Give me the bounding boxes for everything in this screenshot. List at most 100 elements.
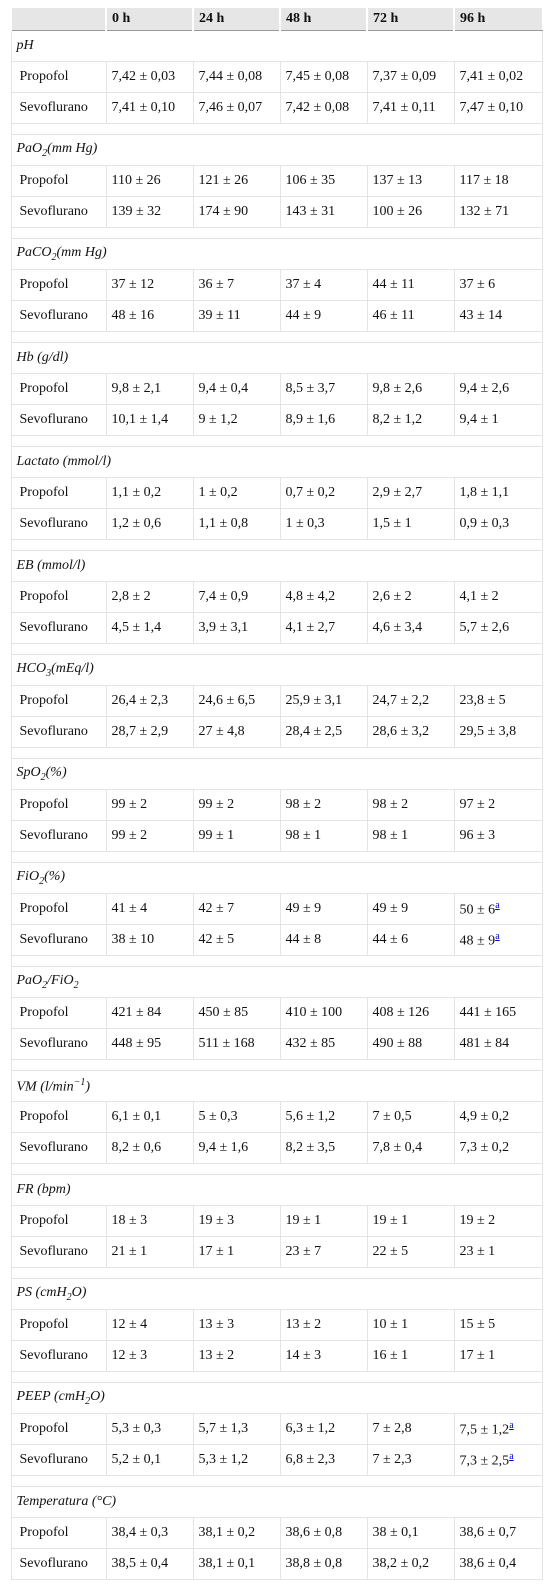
value-cell: 0,7 ± 0,2 (279, 477, 368, 509)
value-cell: 12 ± 4 (105, 1309, 194, 1341)
footnote-link[interactable]: a (509, 1450, 514, 1462)
row-label: Sevoflurano (10, 1028, 107, 1060)
row-label: Sevoflurano (10, 820, 107, 852)
value-cell: 5,3 ± 1,2 (192, 1444, 281, 1476)
value-cell: 28,7 ± 2,9 (105, 716, 194, 748)
value-cell: 450 ± 85 (192, 997, 281, 1029)
value-cell: 38,8 ± 0,8 (279, 1548, 368, 1580)
footnote-link[interactable]: a (495, 930, 500, 942)
section-label-row: PaO2/FiO2 (10, 966, 543, 998)
value-cell: 7 ± 0,5 (366, 1101, 455, 1133)
value-cell: 41 ± 4 (105, 893, 194, 925)
value-cell: 15 ± 5 (453, 1309, 543, 1341)
spacer-row (10, 1059, 543, 1071)
label-text: Lactato (mmol/l) (16, 454, 112, 469)
spacer-row (10, 747, 543, 759)
spacer-cell (10, 1475, 543, 1487)
data-row: Sevoflurano 21 ± 1 17 ± 1 23 ± 7 22 ± 5 23 ± … (10, 1236, 543, 1268)
value-cell: 26,4 ± 2,3 (105, 685, 194, 717)
label-subscript: 2 (51, 251, 57, 263)
value-cell: 38,5 ± 0,4 (105, 1548, 194, 1580)
footnote-link[interactable]: a (495, 899, 500, 911)
value-cell: 38,6 ± 0,4 (453, 1548, 543, 1580)
label-text: PEEP (cmH (16, 1389, 86, 1405)
spacer-cell (10, 1059, 543, 1071)
value-cell: 121 ± 26 (192, 165, 281, 197)
section-label-row: Hb (g/dl) (10, 342, 543, 374)
value-cell: 9,8 ± 2,6 (366, 373, 455, 405)
label-text: O) (71, 1285, 87, 1301)
spacer-cell (10, 331, 543, 343)
label-subscript: 2 (42, 147, 48, 159)
value-cell: 1,1 ± 0,8 (192, 508, 281, 540)
value-cell: 137 ± 13 (366, 165, 455, 197)
value-cell: 37 ± 12 (105, 269, 194, 301)
row-label: Propofol (10, 1309, 107, 1341)
label-superscript: −1 (73, 1076, 86, 1088)
value-cell: 110 ± 26 (105, 165, 194, 197)
label-subscript: 2 (42, 979, 48, 991)
data-row: Sevoflurano 38,5 ± 0,4 38,1 ± 0,1 38,8 ± 0,… (10, 1548, 543, 1580)
label-text: (mEq/l) (51, 661, 94, 677)
spacer-row (10, 643, 543, 655)
value-cell: 1 ± 0,3 (279, 508, 368, 540)
value-cell: 44 ± 11 (366, 269, 455, 301)
data-row: Propofol 38,4 ± 0,3 38,1 ± 0,2 38,6 ± 0,8 38… (10, 1517, 543, 1549)
value-cell: 27 ± 4,8 (192, 716, 281, 748)
value-text: 50 ± 6 (459, 902, 496, 918)
value-cell: 18 ± 3 (105, 1205, 194, 1237)
value-cell: 7,3 ± 2,5a (453, 1444, 543, 1476)
label-subscript: 2 (39, 875, 45, 887)
value-cell: 13 ± 2 (192, 1340, 281, 1372)
row-label: Propofol (10, 1101, 107, 1133)
value-cell: 106 ± 35 (279, 165, 368, 197)
row-label: Sevoflurano (10, 1132, 107, 1164)
section-label: FR (bpm) (10, 1174, 543, 1206)
value-cell: 4,6 ± 3,4 (366, 612, 455, 644)
value-cell: 1,1 ± 0,2 (105, 477, 194, 509)
row-label: Propofol (10, 581, 107, 613)
section-label-row: Lactato (mmol/l) (10, 446, 543, 478)
data-row: Propofol 110 ± 26 121 ± 26 106 ± 35 137 ± 13… (10, 165, 543, 197)
row-label: Sevoflurano (10, 508, 107, 540)
label-subscript: 2 (73, 979, 79, 991)
value-cell: 10 ± 1 (366, 1309, 455, 1341)
value-cell: 2,9 ± 2,7 (366, 477, 455, 509)
section-label-row: FiO2(%) (10, 862, 543, 894)
value-cell: 5,6 ± 1,2 (279, 1101, 368, 1133)
value-cell: 38,1 ± 0,1 (192, 1548, 281, 1580)
value-cell: 7,42 ± 0,08 (279, 92, 368, 124)
section-label: PaO2(mm Hg) (10, 134, 543, 166)
value-cell: 9,4 ± 2,6 (453, 373, 543, 405)
value-cell: 23,8 ± 5 (453, 685, 543, 717)
value-cell: 14 ± 3 (279, 1340, 368, 1372)
value-cell: 8,2 ± 1,2 (366, 404, 455, 436)
data-row: Sevoflurano 448 ± 95 511 ± 168 432 ± 85 490 … (10, 1028, 543, 1060)
spacer-cell (10, 851, 543, 863)
data-row: Propofol 26,4 ± 2,3 24,6 ± 6,5 25,9 ± 3,1 24… (10, 685, 543, 717)
value-cell: 0,9 ± 0,3 (453, 508, 543, 540)
value-cell: 7,3 ± 0,2 (453, 1132, 543, 1164)
value-cell: 7,45 ± 0,08 (279, 61, 368, 93)
value-cell: 7,4 ± 0,9 (192, 581, 281, 613)
footnote-link[interactable]: a (509, 1419, 514, 1431)
value-cell: 24,6 ± 6,5 (192, 685, 281, 717)
value-cell: 19 ± 3 (192, 1205, 281, 1237)
row-label: Sevoflurano (10, 1236, 107, 1268)
value-cell: 9,8 ± 2,1 (105, 373, 194, 405)
label-text: (%) (44, 869, 66, 885)
data-row: Sevoflurano 4,5 ± 1,4 3,9 ± 3,1 4,1 ± 2,7 4,… (10, 612, 543, 644)
value-cell: 432 ± 85 (279, 1028, 368, 1060)
value-cell: 13 ± 3 (192, 1309, 281, 1341)
data-row: Propofol 6,1 ± 0,1 5 ± 0,3 5,6 ± 1,2 7 ± 0,5… (10, 1101, 543, 1133)
data-row: Sevoflurano 8,2 ± 0,6 9,4 ± 1,6 8,2 ± 3,5 7,… (10, 1132, 543, 1164)
label-text: Hb (g/dl) (16, 350, 69, 365)
section-label: Lactato (mmol/l) (10, 446, 543, 478)
data-row: Sevoflurano 10,1 ± 1,4 9 ± 1,2 8,9 ± 1,6 8,2… (10, 404, 543, 436)
row-label: Sevoflurano (10, 612, 107, 644)
row-label: Sevoflurano (10, 1548, 107, 1580)
value-cell: 5 ± 0,3 (192, 1101, 281, 1133)
value-cell: 7,41 ± 0,10 (105, 92, 194, 124)
row-label: Propofol (10, 61, 107, 93)
value-cell: 4,5 ± 1,4 (105, 612, 194, 644)
